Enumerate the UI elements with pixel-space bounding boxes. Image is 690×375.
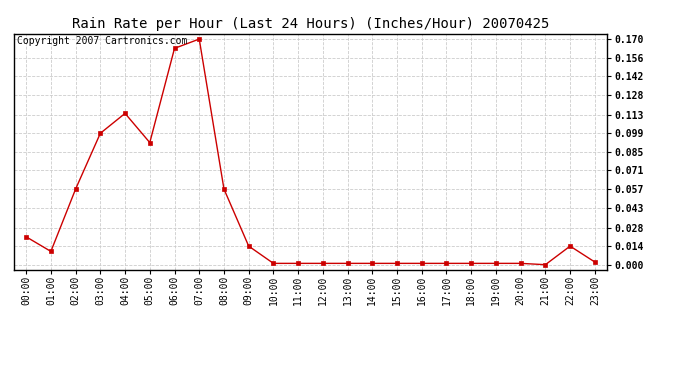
- Title: Rain Rate per Hour (Last 24 Hours) (Inches/Hour) 20070425: Rain Rate per Hour (Last 24 Hours) (Inch…: [72, 17, 549, 31]
- Text: Copyright 2007 Cartronics.com: Copyright 2007 Cartronics.com: [17, 36, 187, 46]
